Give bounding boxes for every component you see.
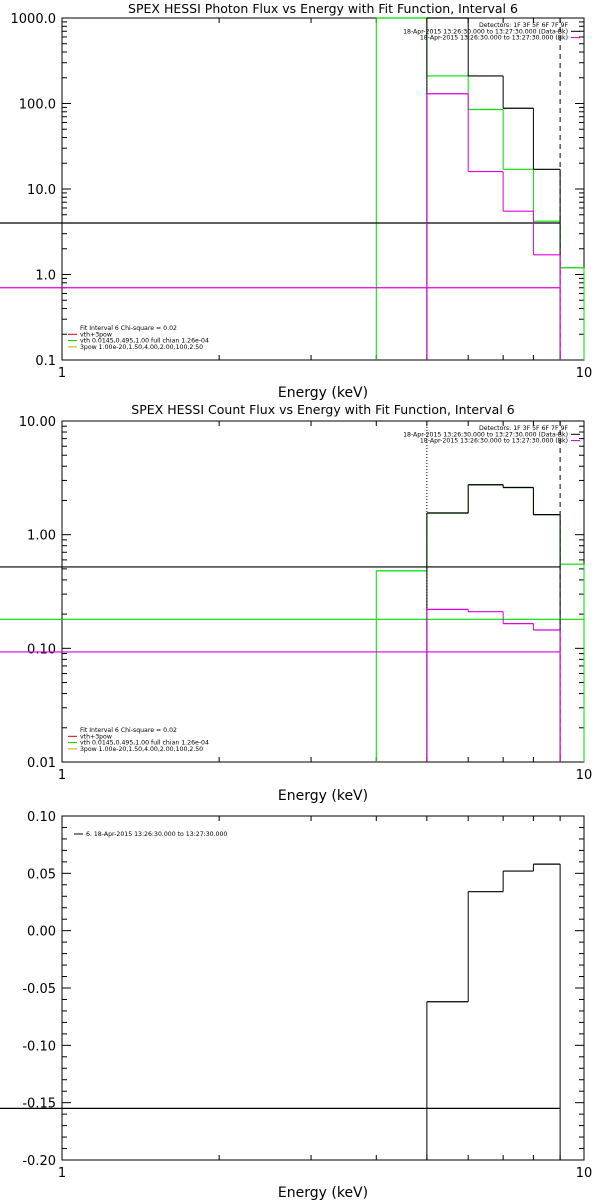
y-tick-label: 0.05 [27,867,56,882]
legend-entry: 18-Apr-2015 13:26:30.000 to 13:27:30.000… [420,438,568,445]
legend-entry: Fit Interval 6 Chi-square = 0.02 [80,727,177,734]
panel-2: SPEX HESSI Count Flux vs Energy with Fit… [0,402,592,804]
legend-top-left: 6. 18-Apr-2015 13:26:30.000 to 13:27:30.… [74,831,227,838]
panel-3: 1 10 -0.20 -0.15 -0.10 -0.05 0.00 0.05 0.10 Energ… [0,810,592,1200]
y-tick-label: 0.10 [27,642,56,657]
plot-frame [61,420,585,763]
x-tick-label: 1 [58,768,66,783]
x-tick-label: 10 [576,1166,593,1181]
x-tick-label: 1 [58,1166,66,1181]
x-tick-label: 10 [576,366,593,381]
x-tick-label: 10 [576,768,593,783]
series-3 [0,93,561,360]
y-tick-label: -0.15 [22,1097,56,1112]
panel-1: SPEX HESSI Photon Flux vs Energy with Fi… [0,1,592,401]
series-2 [0,484,561,762]
legend-entry: 18-Apr-2015 13:26:30.000 to 13:27:30.000… [403,28,568,35]
legend-entry: vth+3pow [80,331,112,338]
chart-title: SPEX HESSI Photon Flux vs Energy with Fi… [128,1,518,16]
legend-entry: vth 0.0145,0.495,1.00 full chian 1.26e-0… [80,740,209,747]
legend-entry: Detectors: 1F 3F 5F 6F 7F 9F [479,22,568,29]
y-tick-label: -0.20 [22,1154,56,1169]
legend-entry: Detectors: 1F 3F 5F 6F 7F 9F [479,425,568,432]
x-axis-label: Energy (keV) [278,1185,368,1200]
y-tick-label: 10.00 [19,415,56,430]
chart-title: SPEX HESSI Count Flux vs Energy with Fit… [131,402,514,417]
y-tick-label: -0.05 [22,982,56,997]
legend-entry: 18-Apr-2015 13:26:30.000 to 13:27:30.000… [403,431,568,438]
legend-entry: 18-Apr-2015 13:26:30.000 to 13:27:30.000… [420,35,568,42]
series-1 [0,484,585,762]
series-2 [0,17,561,360]
legend-entry: vth+3pow [80,733,112,740]
legend-entry: 6. 18-Apr-2015 13:26:30.000 to 13:27:30.… [86,831,227,838]
x-axis-label: Energy (keV) [278,385,368,401]
plot-frame [61,17,585,361]
series-3 [0,608,561,762]
legend-entry: vth 0.0145,0.495,1.00 full chian 1.26e-0… [80,338,209,345]
y-tick-label: 0.01 [27,756,56,771]
legend-entry: 3pow 1.00e-20,1.50,4.00,2.00,100,2.50 [80,746,203,753]
x-tick-label: 1 [58,366,66,381]
x-axis-label: Energy (keV) [278,788,368,804]
y-tick-label: 100.0 [19,98,56,113]
series-1 [375,17,585,360]
legend-entry: Fit Interval 6 Chi-square = 0.02 [80,325,177,332]
y-tick-label: 1.0 [35,269,56,284]
y-tick-label: 1000.0 [11,12,57,27]
y-tick-label: -0.10 [22,1039,56,1054]
y-tick-label: 0.00 [27,925,56,940]
legend-bottom-left: Fit Interval 6 Chi-square = 0.02vth+3pow… [68,727,209,753]
legend-bottom-left: Fit Interval 6 Chi-square = 0.02vth+3pow… [68,325,209,351]
y-tick-label: 0.1 [35,354,56,369]
y-tick-label: 0.10 [27,810,56,825]
y-tick-label: 1.00 [27,529,56,544]
legend-top-right: Detectors: 1F 3F 5F 6F 7F 9F18-Apr-2015 … [403,425,580,445]
y-tick-label: 10.0 [27,183,56,198]
legend-top-right: Detectors: 1F 3F 5F 6F 7F 9F18-Apr-2015 … [403,22,580,42]
legend-entry: 3pow 1.00e-20,1.50,4.00,2.00,100,2.50 [80,344,203,351]
series-1 [0,863,561,1160]
